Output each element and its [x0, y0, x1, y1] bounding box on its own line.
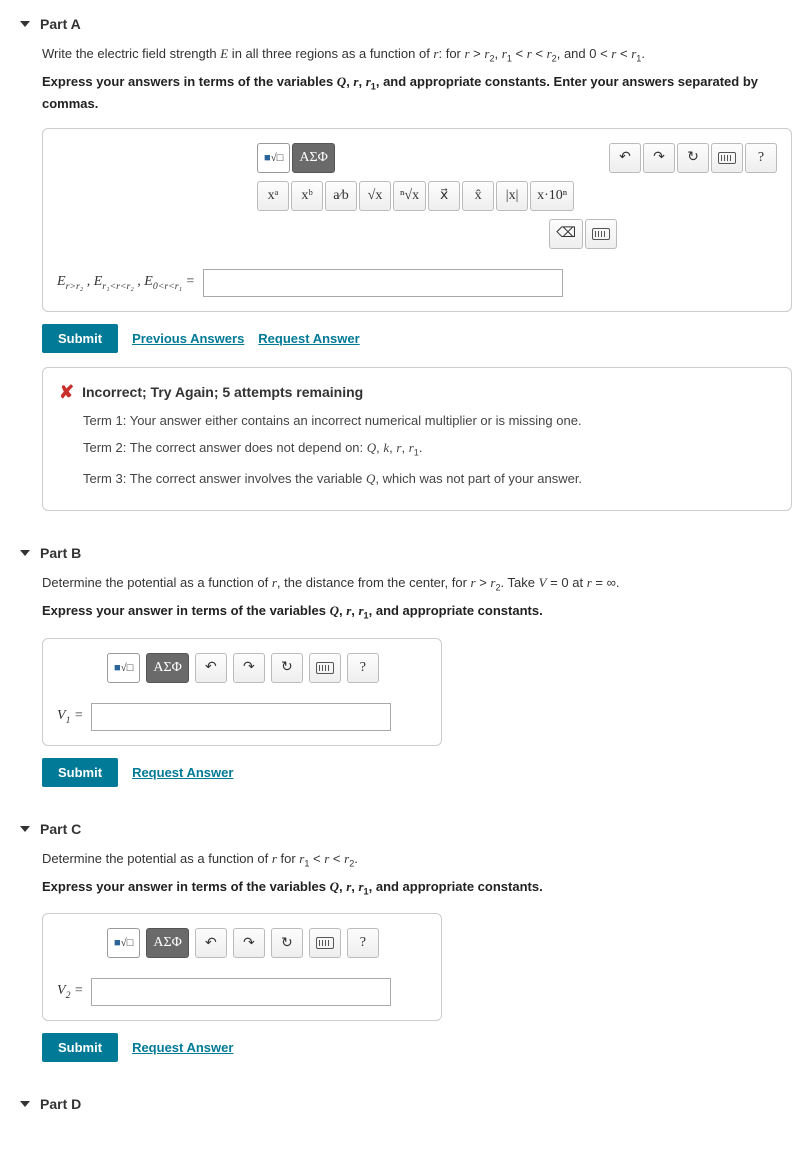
part-d-header[interactable]: Part D: [20, 1090, 792, 1112]
request-answer-link[interactable]: Request Answer: [258, 331, 359, 346]
keyboard-icon: [718, 152, 736, 164]
backspace-button[interactable]: ⌫: [549, 219, 583, 249]
caret-down-icon: [20, 1101, 30, 1107]
help-button[interactable]: ?: [745, 143, 777, 173]
part-c-actions: Submit Request Answer: [42, 1033, 792, 1062]
part-d: Part D: [20, 1090, 792, 1112]
part-b: Part B Determine the potential as a func…: [20, 539, 792, 786]
equation-toolbar-row3: ⌫: [57, 219, 617, 249]
keyboard2-button[interactable]: [585, 219, 617, 249]
part-a-answer-box: ■√□ ΑΣΦ ↶ ↷ ↻ ? xᵃ xᵇ a⁄b √x ⁿ√x x⃗: [42, 128, 792, 312]
feedback-term1: Term 1: Your answer either contains an i…: [83, 411, 775, 431]
part-a-body: Write the electric field strength E in a…: [20, 44, 792, 511]
request-answer-link[interactable]: Request Answer: [132, 1040, 233, 1055]
reset-button[interactable]: ↻: [677, 143, 709, 173]
request-answer-link[interactable]: Request Answer: [132, 765, 233, 780]
caret-down-icon: [20, 826, 30, 832]
caret-down-icon: [20, 550, 30, 556]
part-b-title: Part B: [40, 545, 81, 561]
keyboard-icon: [316, 937, 334, 949]
submit-button[interactable]: Submit: [42, 758, 118, 787]
nroot-button[interactable]: ⁿ√x: [393, 181, 426, 211]
templates-button[interactable]: ■√□: [257, 143, 290, 173]
greek-button[interactable]: ΑΣΦ: [146, 653, 189, 683]
part-b-answer-line: V1 =: [57, 703, 427, 731]
part-c-title: Part C: [40, 821, 81, 837]
submit-button[interactable]: Submit: [42, 1033, 118, 1062]
part-c-answer-label: V2 =: [57, 983, 83, 1001]
sqrt-button[interactable]: √x: [359, 181, 391, 211]
xb-button[interactable]: xᵇ: [291, 181, 323, 211]
part-c-prompt: Determine the potential as a function of…: [42, 849, 792, 871]
abs-button[interactable]: |x|: [496, 181, 528, 211]
templates-button[interactable]: ■√□: [107, 928, 140, 958]
part-a: Part A Write the electric field strength…: [20, 10, 792, 511]
part-a-instruction: Express your answers in terms of the var…: [42, 72, 792, 114]
part-c-instruction: Express your answer in terms of the vari…: [42, 877, 792, 899]
feedback-title: Incorrect; Try Again; 5 attempts remaini…: [82, 384, 363, 400]
part-a-answer-label: Er>r₂ , Er₁<r<r₂ , E0<r<r₁ =: [57, 274, 195, 292]
part-a-header[interactable]: Part A: [20, 10, 792, 32]
feedback-term3: Term 3: The correct answer involves the …: [83, 469, 775, 489]
xa-button[interactable]: xᵃ: [257, 181, 289, 211]
part-a-answer-input[interactable]: [203, 269, 563, 297]
submit-button[interactable]: Submit: [42, 324, 118, 353]
hat-button[interactable]: x̂: [462, 181, 494, 211]
part-b-header[interactable]: Part B: [20, 539, 792, 561]
part-a-title: Part A: [40, 16, 81, 32]
incorrect-icon: ✘: [59, 382, 74, 403]
part-b-instruction: Express your answer in terms of the vari…: [42, 601, 792, 623]
part-a-actions: Submit Previous Answers Request Answer: [42, 324, 792, 353]
redo-button[interactable]: ↷: [233, 928, 265, 958]
part-b-prompt: Determine the potential as a function of…: [42, 573, 792, 595]
vec-button[interactable]: x⃗: [428, 181, 460, 211]
part-a-prompt: Write the electric field strength E in a…: [42, 44, 792, 66]
redo-button[interactable]: ↷: [643, 143, 675, 173]
part-c-answer-box: ■√□ ΑΣΦ ↶ ↷ ↻ ? V2 =: [42, 913, 442, 1021]
part-b-actions: Submit Request Answer: [42, 758, 792, 787]
part-c-header[interactable]: Part C: [20, 815, 792, 837]
previous-answers-link[interactable]: Previous Answers: [132, 331, 244, 346]
keyboard-button[interactable]: [309, 653, 341, 683]
keyboard-icon: [316, 662, 334, 674]
redo-button[interactable]: ↷: [233, 653, 265, 683]
keyboard-icon: [592, 228, 610, 240]
keyboard-button[interactable]: [711, 143, 743, 173]
part-c: Part C Determine the potential as a func…: [20, 815, 792, 1062]
part-a-answer-line: Er>r₂ , Er₁<r<r₂ , E0<r<r₁ =: [57, 269, 777, 297]
undo-button[interactable]: ↶: [195, 653, 227, 683]
sci-button[interactable]: x·10ⁿ: [530, 181, 574, 211]
equation-toolbar-b: ■√□ ΑΣΦ ↶ ↷ ↻ ?: [57, 653, 427, 683]
equation-toolbar-c: ■√□ ΑΣΦ ↶ ↷ ↻ ?: [57, 928, 427, 958]
equation-toolbar-row2: xᵃ xᵇ a⁄b √x ⁿ√x x⃗ x̂ |x| x·10ⁿ: [57, 181, 777, 211]
part-d-title: Part D: [40, 1096, 81, 1112]
part-c-answer-line: V2 =: [57, 978, 427, 1006]
frac-button[interactable]: a⁄b: [325, 181, 357, 211]
feedback-term2: Term 2: The correct answer does not depe…: [83, 438, 775, 460]
caret-down-icon: [20, 21, 30, 27]
equation-toolbar: ■√□ ΑΣΦ ↶ ↷ ↻ ?: [57, 143, 777, 173]
greek-button[interactable]: ΑΣΦ: [146, 928, 189, 958]
part-c-answer-input[interactable]: [91, 978, 391, 1006]
part-b-answer-label: V1 =: [57, 708, 83, 726]
undo-button[interactable]: ↶: [195, 928, 227, 958]
keyboard-button[interactable]: [309, 928, 341, 958]
greek-button[interactable]: ΑΣΦ: [292, 143, 335, 173]
part-b-answer-input[interactable]: [91, 703, 391, 731]
help-button[interactable]: ?: [347, 653, 379, 683]
part-a-feedback: ✘ Incorrect; Try Again; 5 attempts remai…: [42, 367, 792, 511]
reset-button[interactable]: ↻: [271, 928, 303, 958]
templates-button[interactable]: ■√□: [107, 653, 140, 683]
part-b-answer-box: ■√□ ΑΣΦ ↶ ↷ ↻ ? V1 =: [42, 638, 442, 746]
reset-button[interactable]: ↻: [271, 653, 303, 683]
undo-button[interactable]: ↶: [609, 143, 641, 173]
help-button[interactable]: ?: [347, 928, 379, 958]
